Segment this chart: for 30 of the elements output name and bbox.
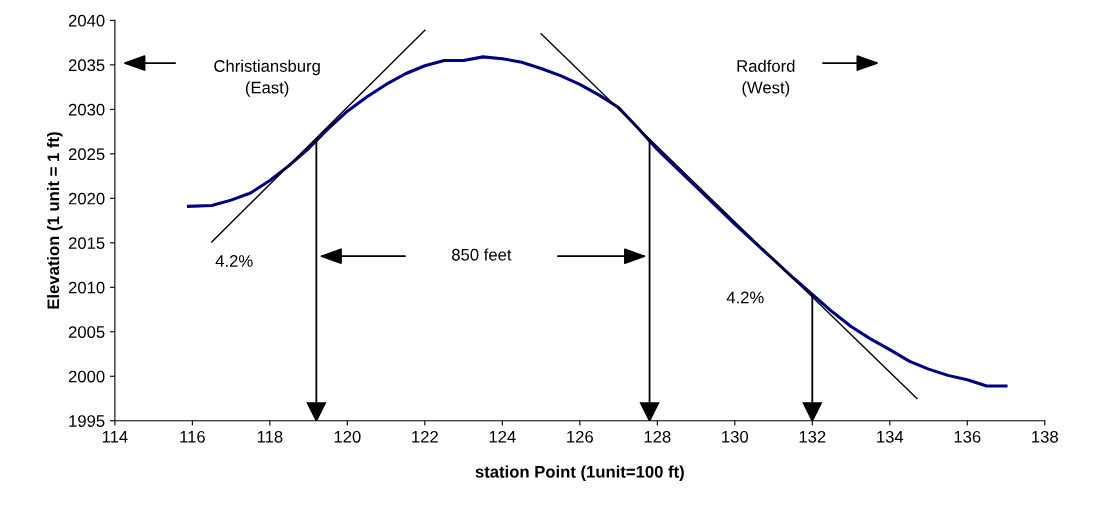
y-tick-label: 2040: [68, 14, 105, 27]
x-tick-label: 124: [489, 430, 516, 443]
x-tick-label: 130: [722, 430, 749, 443]
annotation: 4.2%: [726, 291, 764, 304]
y-tick-label: 2020: [68, 192, 105, 205]
y-tick-label: 2025: [68, 148, 105, 161]
x-tick-label: 122: [412, 430, 438, 443]
x-tick-label: 134: [877, 430, 904, 443]
x-tick-label: 138: [1032, 430, 1058, 443]
x-tick-label: 118: [257, 430, 283, 443]
y-tick-label: 2000: [68, 370, 105, 383]
annotation: 850 feet: [452, 248, 512, 261]
y-tick-label: 2035: [68, 59, 105, 72]
x-tick-label: 136: [954, 430, 981, 443]
x-tick-label: 126: [567, 430, 593, 443]
annotation: 4.2%: [215, 255, 253, 267]
x-tick-label: 120: [334, 430, 361, 443]
x-tick-label: 132: [799, 430, 826, 443]
x-axis-title: station Point (1unit=100 ft): [475, 465, 684, 481]
y-axis-title: Elevation (1 unit = 1 ft): [46, 132, 63, 309]
x-tick-label: 114: [102, 431, 128, 443]
annotation: Radford (West): [737, 59, 795, 97]
y-tick-label: 2010: [68, 281, 105, 294]
y-tick-label: 2030: [68, 103, 105, 116]
x-tick-label: 116: [180, 430, 205, 443]
annotation: Christiansburg (East): [214, 59, 320, 97]
y-tick-label: 1995: [69, 415, 105, 427]
y-tick-label: 2015: [68, 237, 105, 250]
x-tick-label: 128: [644, 430, 671, 443]
y-tick-label: 2005: [68, 326, 105, 338]
